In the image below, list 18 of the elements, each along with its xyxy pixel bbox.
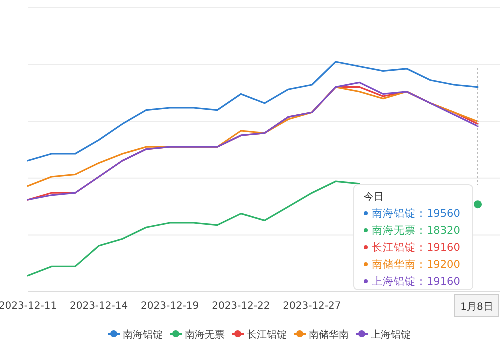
axis-pointer: 1月8日 — [454, 294, 500, 318]
x-tick-label: 1月8日 — [460, 302, 494, 313]
legend-label: 上海铝锭 — [371, 329, 411, 341]
x-tick-label: 2023-12-27 — [283, 301, 342, 312]
legend-label: 南海铝锭 — [123, 329, 163, 341]
annotation: 南储华南：19200 — [372, 258, 460, 271]
x-tick-label: 2023-12-14 — [70, 301, 128, 312]
x-tick-label: 2023-12-19 — [141, 301, 200, 312]
legend-label: 南海无票 — [185, 329, 225, 341]
x-tick-label: 2023-12-11 — [0, 301, 58, 312]
annotation: 长江铝锭：19160 — [372, 241, 460, 254]
x-tick-label: 2023-12-22 — [212, 301, 270, 312]
annotation: 南海铝锭：19560 — [372, 207, 460, 220]
legend-label: 南储华南 — [309, 329, 349, 341]
annotation: 上海铝锭：19160 — [372, 275, 460, 288]
legend-label: 长江铝锭 — [247, 329, 287, 341]
annotation: 南海无票：18320 — [372, 224, 460, 237]
annotation: 今日 — [364, 191, 384, 203]
